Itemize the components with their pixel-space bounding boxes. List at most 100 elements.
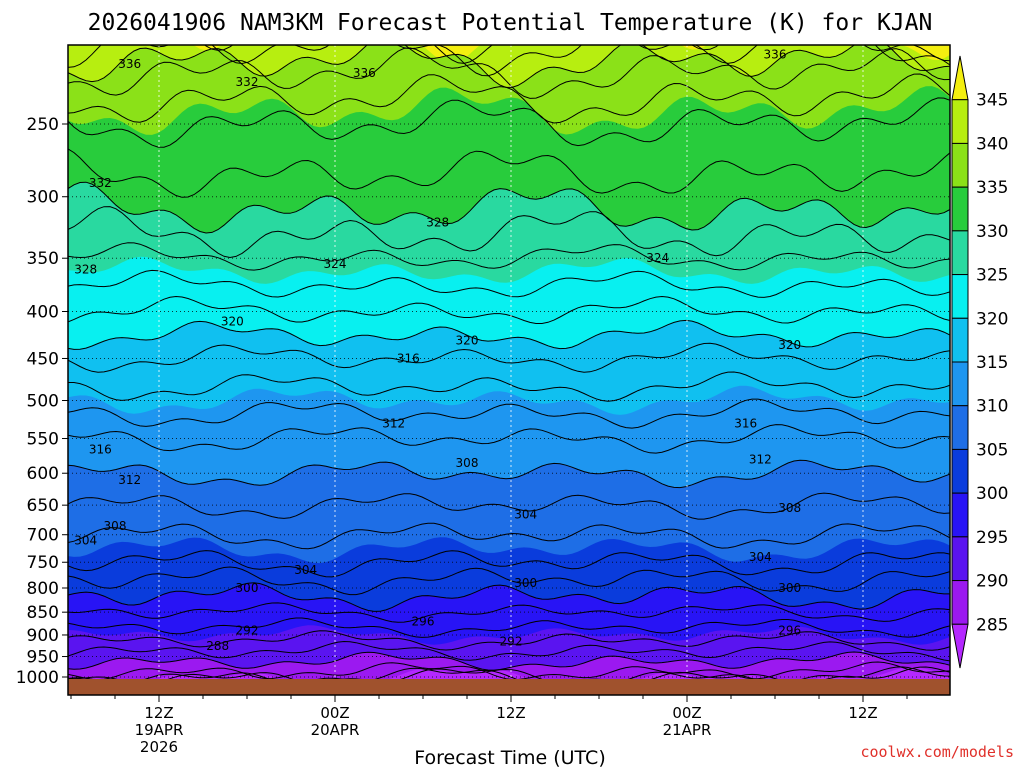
y-tick-label: 850 (27, 603, 59, 623)
contour-label: 328 (426, 215, 449, 229)
contour-label: 304 (514, 507, 537, 521)
x-tick-label: 21APR (663, 721, 712, 739)
y-tick-label: 650 (27, 496, 59, 516)
colorbar-segment (951, 492, 969, 538)
colorbar-segment (951, 448, 969, 494)
contour-label: 296 (778, 624, 801, 638)
contour-298 (68, 602, 950, 623)
contour-332 (68, 148, 950, 198)
chart-title: 2026041906 NAM3KM Forecast Potential Tem… (88, 10, 933, 36)
contour-label: 312 (382, 417, 405, 431)
plot-frame (67, 44, 951, 696)
contour-label: 292 (236, 624, 259, 638)
y-tick-label: 300 (27, 188, 59, 208)
y-tick-label: 450 (27, 349, 59, 369)
contour-312 (68, 424, 950, 454)
contour-label: 292 (500, 635, 523, 649)
y-tick-label: 400 (27, 302, 59, 322)
colorbar-bottom-arrow (951, 623, 969, 669)
contour-label: 320 (456, 333, 479, 347)
contour-290 (68, 651, 950, 671)
y-axis: 250 300 350 400 450 500 550 600 650 700 750 800 850 9… (16, 115, 68, 688)
contour-label: 328 (74, 262, 97, 276)
contour-322 (68, 295, 950, 324)
colorbar-label: 310 (976, 397, 1008, 417)
contour-340 (68, 45, 950, 88)
x-tick-label: 19APR (135, 721, 184, 739)
y-tick-label: 1000 (16, 668, 59, 688)
contour-label: 308 (104, 519, 127, 533)
colorbar-top-arrow (951, 55, 969, 101)
contour-label: 324 (324, 257, 347, 271)
contour-label: 336 (353, 66, 376, 80)
x-tick-label: 2026 (140, 738, 178, 756)
contour-338 (68, 47, 950, 99)
contour-308 (68, 492, 950, 520)
contour-320 (68, 319, 950, 350)
colorbar-label: 340 (976, 134, 1008, 154)
colorbar-segment (951, 405, 969, 450)
contour-292 (68, 640, 950, 662)
contour-302 (68, 566, 950, 596)
contour-label: 316 (734, 417, 757, 431)
colorbar-segment (951, 274, 969, 319)
contour-342 (68, 45, 950, 77)
colorbar-label: 295 (976, 528, 1008, 548)
contour-label: 304 (74, 533, 97, 547)
contour-300 (68, 582, 950, 612)
colorbar-label: 345 (976, 91, 1008, 111)
contour-label: 320 (778, 338, 801, 352)
contour-label: 300 (778, 581, 801, 595)
contour-label: 312 (749, 453, 772, 467)
y-tick-label: 950 (27, 648, 59, 668)
colorbar: 345 340 335 330 325 320 315 310 305 300 295 290 285 (951, 55, 1008, 669)
plot-area: 336 332 336 336 332 328 328 324 324 320 320 320 316 3… (68, 45, 950, 695)
y-tick-label: 500 (27, 392, 59, 412)
colorbar-label: 300 (976, 484, 1008, 504)
colorbar-label: 320 (976, 309, 1008, 329)
contour-326 (68, 242, 950, 271)
contour-label: 332 (89, 176, 112, 190)
colorbar-segment (951, 186, 969, 232)
contour-324 (68, 269, 950, 298)
contour-label: 288 (206, 639, 229, 653)
contour-334 (68, 97, 950, 148)
contour-label: 300 (236, 581, 259, 595)
contour-label: 316 (89, 442, 112, 456)
contour-336 (68, 73, 950, 124)
y-tick-label: 250 (27, 115, 59, 135)
contour-label: 304 (294, 563, 317, 577)
contour-label: 308 (778, 501, 801, 515)
contour-labels: 336 332 336 336 332 328 328 324 324 320 320 320 316 3… (74, 47, 801, 652)
colorbar-segment (951, 580, 969, 625)
contour-328 (68, 206, 950, 259)
colorbar-label: 335 (976, 178, 1008, 198)
y-tick-label: 600 (27, 464, 59, 484)
x-tick-label: 12Z (848, 704, 877, 722)
contour-label: 304 (749, 550, 772, 564)
contour-330 (68, 181, 950, 234)
y-tick-label: 700 (27, 526, 59, 546)
contour-294 (68, 630, 950, 651)
contour-label: 308 (456, 456, 479, 470)
y-tick-label: 900 (27, 626, 59, 646)
contour-label: 336 (118, 57, 141, 71)
x-tick-label: 20APR (311, 721, 360, 739)
contour-344 (203, 45, 950, 64)
contour-label: 296 (412, 614, 435, 628)
colorbar-segment (951, 361, 969, 407)
x-axis-label: Forecast Time (UTC) (414, 747, 605, 768)
contour-label: 336 (764, 47, 787, 61)
x-tick-label: 12Z (496, 704, 525, 722)
contour-label: 312 (118, 473, 141, 487)
colorbar-segment (951, 99, 969, 144)
contour-296 (68, 617, 950, 638)
grid-lines (68, 45, 950, 679)
contour-318 (68, 342, 950, 373)
colorbar-segment (951, 142, 969, 188)
ground-surface (68, 679, 950, 695)
y-tick-label: 750 (27, 553, 59, 573)
colorbar-label: 305 (976, 440, 1008, 460)
contour-label: 324 (646, 251, 669, 265)
